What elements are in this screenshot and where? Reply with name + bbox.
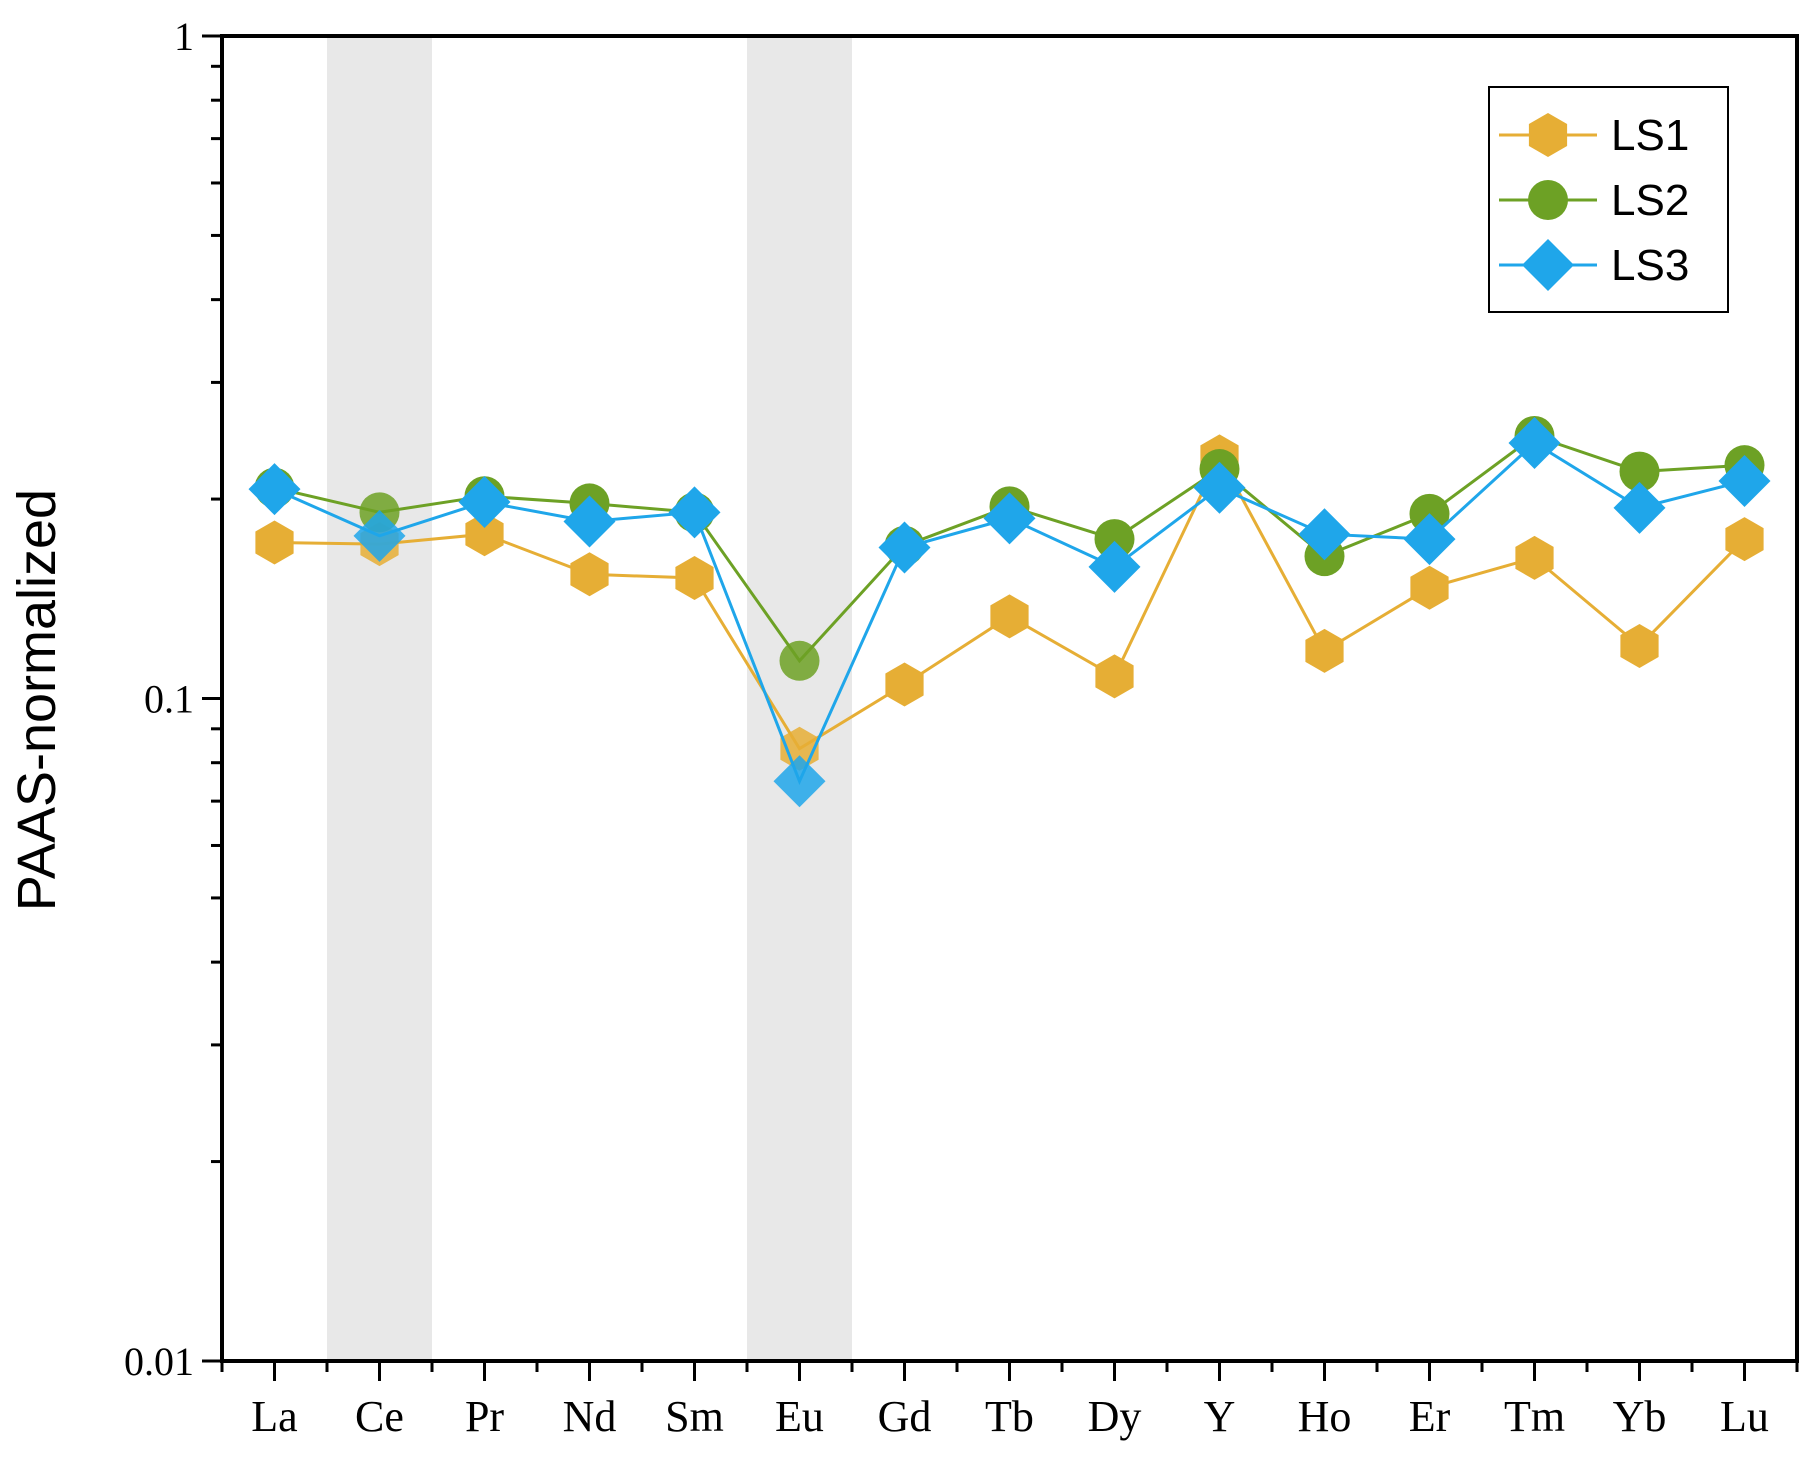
series-ls3 (248, 417, 1771, 808)
x-tick-label-y: Y (1204, 1392, 1236, 1441)
data-point-ls3-tb (983, 492, 1036, 545)
legend: LS1 LS2 LS3 (1488, 86, 1729, 313)
data-point-ls3-y (1193, 461, 1246, 514)
x-tick-label-la: La (251, 1392, 297, 1441)
data-point-ls3-yb (1613, 481, 1666, 534)
data-point-ls2-eu (779, 640, 820, 681)
data-point-ls3-la (248, 463, 301, 516)
series-layer (248, 416, 1771, 808)
x-tick-label-lu: Lu (1720, 1392, 1769, 1441)
data-point-ls1-yb (1620, 624, 1659, 668)
shaded-band-ce (327, 36, 432, 1361)
data-point-ls3-sm (668, 486, 721, 539)
data-point-ls3-pr (458, 475, 511, 528)
legend-item-ls3: LS3 (1499, 239, 1689, 291)
data-point-ls3-tm (1508, 417, 1561, 470)
x-tick-label-ho: Ho (1298, 1392, 1352, 1441)
x-tick-label-er: Er (1409, 1392, 1451, 1441)
data-point-ls2-yb (1619, 451, 1660, 492)
data-point-ls1-la (255, 520, 294, 565)
data-point-ls1-pr (465, 512, 504, 557)
data-point-ls2-dy (1094, 519, 1135, 560)
x-tick-label-tm: Tm (1504, 1392, 1565, 1441)
y-axis-title: PAAS-normalized (7, 489, 67, 911)
legend-marker-ls3 (1522, 239, 1574, 291)
legend-item-ls1: LS1 (1499, 111, 1689, 160)
legend-marker-ls2 (1528, 180, 1568, 220)
data-point-ls1-nd (570, 552, 609, 597)
data-point-ls3-ce (353, 509, 406, 562)
data-point-ls1-gd (885, 662, 924, 707)
legend-label-ls3: LS3 (1611, 241, 1689, 290)
x-tick-label-pr: Pr (465, 1392, 504, 1441)
x-tick-label-tb: Tb (985, 1392, 1034, 1441)
data-point-ls3-nd (563, 495, 616, 548)
legend-label-ls1: LS1 (1611, 111, 1689, 160)
data-point-ls3-gd (878, 521, 931, 574)
data-point-ls1-lu (1725, 517, 1764, 562)
data-point-ls1-er (1410, 565, 1449, 610)
x-tick-label-gd: Gd (878, 1392, 932, 1441)
x-tick-label-ce: Ce (355, 1392, 404, 1441)
data-point-ls3-lu (1718, 454, 1771, 507)
x-tick-label-nd: Nd (563, 1392, 617, 1441)
x-tick-label-eu: Eu (775, 1392, 824, 1441)
x-tick-label-yb: Yb (1613, 1392, 1667, 1441)
y-tick-label: 1 (174, 14, 194, 59)
y-tick-label: 0.1 (144, 677, 194, 722)
data-point-ls3-dy (1088, 540, 1141, 593)
axes: La Ce Pr Nd Sm Eu Gd Tb Dy Y Ho Er Tm Yb Lu 1 0.1 0.01 (124, 14, 1799, 1441)
y-tick-label: 0.01 (124, 1339, 194, 1384)
data-point-ls3-ho (1298, 508, 1351, 561)
legend-label-ls2: LS2 (1611, 176, 1689, 225)
data-point-ls1-tm (1515, 535, 1554, 580)
legend-item-ls2: LS2 (1499, 176, 1689, 225)
data-point-ls3-er (1403, 513, 1456, 566)
data-point-ls1-tb (990, 594, 1029, 639)
x-tick-label-sm: Sm (665, 1392, 724, 1441)
shaded-bands (327, 36, 852, 1361)
shaded-band-eu (747, 36, 852, 1361)
data-point-ls1-dy (1095, 654, 1134, 699)
data-point-ls3-eu (773, 755, 826, 808)
legend-marker-ls1 (1528, 113, 1568, 157)
data-point-ls1-ho (1305, 628, 1344, 673)
data-point-ls1-sm (675, 556, 714, 600)
x-tick-label-dy: Dy (1088, 1392, 1142, 1441)
